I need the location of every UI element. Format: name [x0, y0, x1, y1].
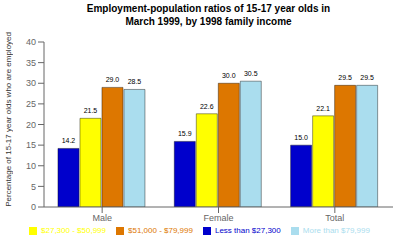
svg-text:Male: Male: [92, 213, 112, 223]
svg-text:29.5: 29.5: [338, 74, 352, 81]
html-text:Less than $27,300: Less than $27,300: [214, 226, 281, 235]
svg-text:15.9: 15.9: [178, 130, 192, 137]
svg-text:29.5: 29.5: [360, 74, 374, 81]
svg-text:5: 5: [31, 182, 36, 192]
svg-text:25: 25: [26, 99, 36, 109]
svg-text:15: 15: [26, 140, 36, 150]
svg-text:14.2: 14.2: [62, 137, 76, 144]
svg-text:Female: Female: [203, 213, 233, 223]
svg-text:15.0: 15.0: [294, 134, 308, 141]
svg-text:30.5: 30.5: [244, 70, 258, 77]
svg-text:20: 20: [26, 120, 36, 130]
html-text:Percentage of 15-17 year olds: Percentage of 15-17 year olds who are em…: [3, 31, 13, 207]
html-text:$51,000 - $79,999: $51,000 - $79,999: [128, 226, 193, 235]
svg-text:29.0: 29.0: [106, 76, 120, 83]
svg-text:21.5: 21.5: [84, 107, 98, 114]
svg-text:22.1: 22.1: [316, 105, 330, 112]
svg-text:28.5: 28.5: [128, 78, 142, 85]
svg-text:0: 0: [31, 202, 36, 212]
svg-text:30: 30: [26, 78, 36, 88]
svg-text:22.6: 22.6: [200, 103, 214, 110]
svg-text:40: 40: [26, 37, 36, 47]
html-text:More than $79,999: More than $79,999: [302, 226, 370, 235]
svg-text:35: 35: [26, 58, 36, 68]
svg-text:Total: Total: [325, 213, 344, 223]
html-text:$27,300 - $50,999: $27,300 - $50,999: [41, 226, 106, 235]
svg-text:10: 10: [26, 161, 36, 171]
svg-text:30.0: 30.0: [222, 72, 236, 79]
html-text:Employment-population ratios o: Employment-population ratios of 15-17 ye…: [86, 3, 331, 27]
